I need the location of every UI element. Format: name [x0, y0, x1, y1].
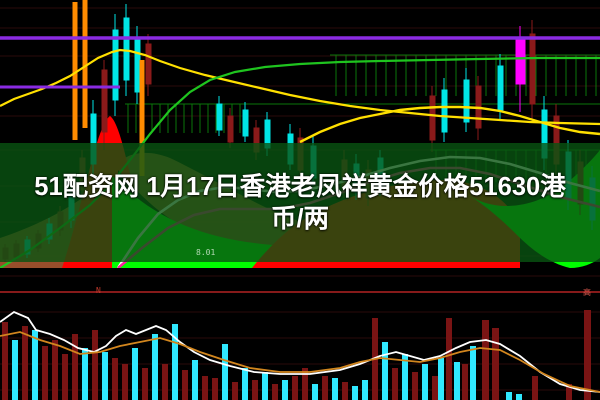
volume-ma-orange — [0, 331, 600, 393]
volume-ma-white — [0, 310, 600, 393]
ma-line-yellow-right — [299, 105, 600, 144]
price-chart-panel[interactable] — [0, 0, 600, 268]
volume-grid — [0, 275, 600, 391]
volume-chart-canvas — [0, 268, 600, 400]
ma-line-yellow-left — [0, 48, 600, 126]
volume-chart-panel[interactable] — [0, 268, 600, 400]
price-chart-canvas — [0, 0, 600, 268]
